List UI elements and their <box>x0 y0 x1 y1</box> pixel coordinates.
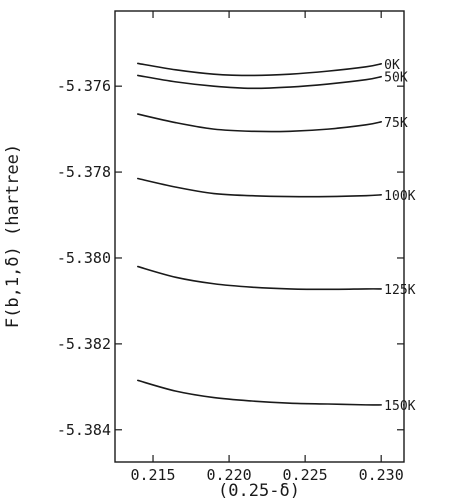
y-tick-label-1: -5.378 <box>57 163 111 181</box>
x-tick-label-2: 0.225 <box>283 466 328 484</box>
series-label-75k: 75K <box>384 116 408 131</box>
series-label-100k: 100K <box>384 189 415 204</box>
series-curves <box>137 62 382 406</box>
x-tick-label-3: 0.230 <box>359 466 404 484</box>
series-line-150k <box>137 379 382 406</box>
series-label-125k: 125K <box>384 283 415 298</box>
y-tick-label-0: -5.376 <box>57 77 111 95</box>
chart-labels: 0.215 0.220 0.225 0.230 -5.376 -5.378 -5.380 -5… <box>57 58 416 484</box>
axis-ticks <box>115 11 404 462</box>
plot-frame <box>114 10 405 463</box>
series-label-150k: 150K <box>384 399 415 414</box>
y-tick-label-4: -5.384 <box>57 421 111 439</box>
y-tick-label-2: -5.380 <box>57 249 111 267</box>
series-line-75k <box>137 113 382 133</box>
x-tick-label-1: 0.220 <box>207 466 252 484</box>
series-line-50k <box>137 74 382 90</box>
y-axis-label: F(b,1,δ) (hartree) <box>3 144 23 328</box>
series-label-50k: 50K <box>384 71 408 86</box>
series-line-0k <box>137 62 382 77</box>
y-tick-label-3: -5.382 <box>57 335 111 353</box>
x-axis-label: (0.25-δ) <box>218 481 300 501</box>
series-label-0k: 0K <box>384 58 400 73</box>
series-line-100k <box>137 177 382 198</box>
series-line-125k <box>137 265 382 291</box>
x-tick-label-0: 0.215 <box>130 466 175 484</box>
